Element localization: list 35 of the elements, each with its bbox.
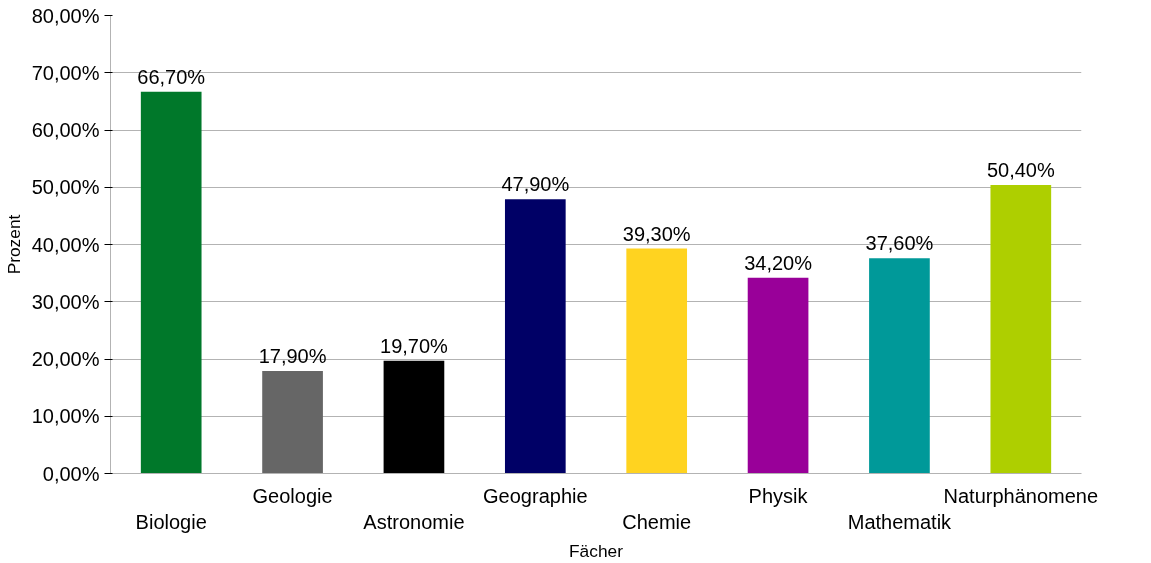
y-tick-label: 40,00% — [31, 233, 100, 256]
x-tick-label: Geographie — [483, 484, 588, 507]
bar — [626, 248, 688, 474]
bar — [504, 199, 566, 474]
x-tick-label: Chemie — [622, 510, 692, 533]
y-tick-label: 70,00% — [31, 61, 100, 84]
bar — [383, 360, 445, 474]
bar — [747, 277, 809, 474]
y-tick-label: 20,00% — [31, 348, 100, 370]
data-label: 34,20% — [744, 251, 813, 274]
bar — [140, 91, 202, 474]
data-label: 17,90% — [258, 345, 327, 368]
y-tick-label: 60,00% — [31, 119, 100, 141]
x-tick-label: Geologie — [252, 484, 333, 507]
y-tick-label: 10,00% — [31, 405, 100, 428]
y-tick-label: 80,00% — [31, 4, 100, 27]
y-tick-label: 30,00% — [31, 290, 100, 313]
data-label: 50,40% — [986, 158, 1055, 181]
y-tick-label: 0,00% — [42, 462, 100, 485]
bar — [262, 371, 323, 474]
x-tick-label: Astronomie — [363, 510, 465, 533]
x-tick-label: Naturphänomene — [943, 484, 1099, 507]
x-tick-label: Mathematik — [847, 510, 953, 533]
y-tick-label: 50,00% — [31, 176, 100, 199]
x-axis-title: Fächer — [569, 540, 624, 561]
x-tick-label: Physik — [748, 484, 809, 507]
data-label: 39,30% — [622, 222, 691, 245]
bar — [990, 184, 1052, 474]
data-label: 47,90% — [501, 173, 570, 196]
data-label: 66,70% — [137, 65, 206, 88]
data-label: 19,70% — [380, 334, 449, 357]
y-axis-title: Prozent — [3, 214, 24, 275]
x-tick-label: Biologie — [135, 510, 207, 533]
data-label: 37,60% — [865, 232, 934, 255]
bar — [869, 258, 930, 474]
